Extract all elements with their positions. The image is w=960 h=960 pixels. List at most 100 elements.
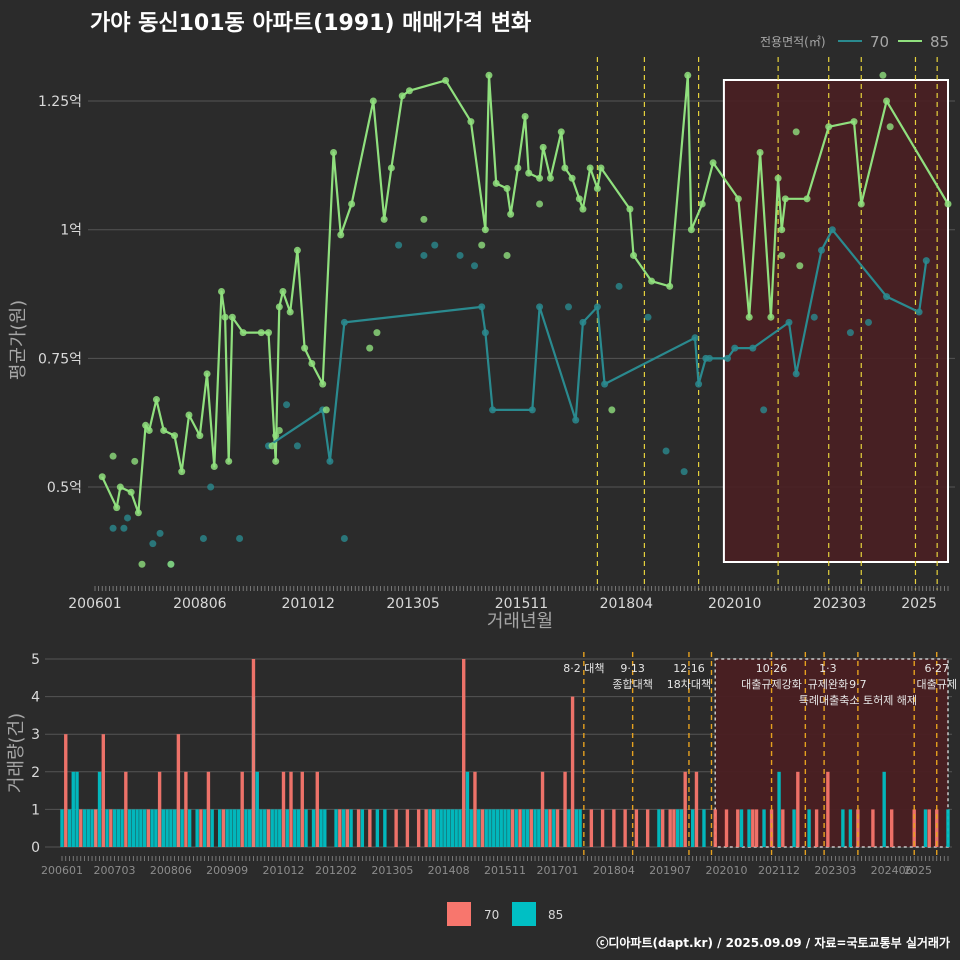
data-point-70 (883, 293, 891, 301)
data-point-70 (456, 251, 464, 259)
data-point-85 (478, 241, 486, 249)
bar-85 (477, 809, 481, 847)
bar-85 (60, 809, 64, 847)
data-point-85 (373, 329, 381, 337)
data-point-85 (239, 329, 247, 337)
top-series-lines (101, 74, 949, 514)
data-point-85 (561, 164, 569, 172)
policy-annotation: 9·7 (849, 678, 867, 691)
data-point-85 (586, 164, 594, 172)
data-point-85 (145, 426, 153, 434)
bar-85 (762, 809, 766, 847)
bar-70 (289, 771, 293, 847)
data-point-85 (178, 468, 186, 476)
bar-85 (311, 809, 316, 847)
data-point-70 (915, 308, 923, 316)
data-point-85 (218, 287, 226, 295)
data-point-85 (709, 159, 717, 167)
bar-70 (345, 809, 350, 847)
bar-85 (169, 809, 173, 847)
data-point-85 (275, 303, 283, 311)
bar-70 (529, 809, 533, 847)
bar-70 (683, 771, 687, 847)
data-point-85 (257, 329, 265, 337)
data-point-85 (514, 164, 522, 172)
bar-70 (668, 809, 672, 847)
bar-70 (473, 771, 477, 847)
data-point-85 (778, 251, 786, 259)
data-point-70 (199, 535, 207, 543)
bar-85 (676, 809, 680, 847)
bottom-x-tick-label: 202303 (814, 864, 856, 877)
data-point-85 (398, 92, 406, 100)
bar-85 (514, 809, 518, 847)
top-x-ticks: 200601 200806 201012 201305 201511 201804 2020… (68, 586, 949, 612)
bar-70 (221, 809, 226, 847)
bar-70 (600, 809, 605, 847)
data-point-70 (481, 329, 489, 337)
bar-70 (240, 771, 244, 847)
bar-85 (323, 809, 327, 847)
data-point-85 (221, 313, 229, 321)
bottom-x-tick-label: 200703 (94, 864, 136, 877)
data-point-85 (857, 200, 865, 208)
data-point-70 (293, 442, 301, 450)
bar-70 (672, 809, 676, 847)
data-point-70 (489, 406, 497, 414)
data-point-85 (796, 262, 804, 270)
data-point-85 (492, 179, 500, 187)
data-point-85 (279, 287, 287, 295)
data-point-85 (883, 97, 891, 105)
policy-annotation: 대출규제강화 (741, 678, 802, 691)
bar-85 (139, 809, 143, 847)
data-point-85 (275, 426, 283, 434)
chart-title: 가야 동신101동 아파트(1991) 매매가격 변화 (90, 11, 531, 36)
bar-70 (79, 809, 83, 847)
data-point-70 (572, 416, 580, 424)
bar-85 (375, 809, 380, 847)
bar-70 (814, 809, 819, 847)
data-point-70 (792, 370, 800, 378)
bottom-x-tick-label: 202010 (706, 864, 748, 877)
top-x-axis-label: 거래년월 (487, 611, 553, 632)
bottom-x-tick-label: 201701 (537, 864, 579, 877)
data-point-85 (886, 123, 894, 131)
bar-85 (484, 809, 488, 847)
bar-85 (112, 809, 117, 847)
bottom-x-tick-label: 2025 (904, 864, 932, 877)
bar-85 (259, 809, 263, 847)
data-point-70 (156, 529, 164, 537)
bar-85 (657, 809, 661, 847)
data-point-85 (774, 174, 782, 182)
bar-70 (424, 809, 428, 847)
bar-85 (341, 809, 346, 847)
bar-70 (101, 734, 105, 847)
data-point-70 (785, 318, 793, 326)
bar-85 (488, 809, 492, 847)
bar-70 (912, 809, 916, 847)
bar-85 (233, 809, 237, 847)
bottom-y-ticks: 0 1 2 3 4 5 (31, 652, 40, 856)
bar-70 (184, 771, 188, 847)
bar-85 (841, 809, 845, 847)
bottom-x-tick-label: 200909 (206, 864, 248, 877)
data-point-85 (536, 200, 544, 208)
bar-85 (75, 771, 79, 847)
bar-85 (465, 771, 470, 847)
data-point-70 (478, 303, 486, 311)
data-point-85 (648, 277, 656, 285)
bar-70 (109, 809, 113, 847)
policy-annotation: 종합대책 (612, 678, 652, 691)
legend-bottom-key-70 (447, 902, 471, 926)
data-point-70 (395, 241, 403, 249)
bar-70 (281, 771, 286, 847)
bar-85 (428, 809, 432, 847)
top-y-tick-label: 1억 (60, 223, 82, 239)
bar-85 (334, 809, 338, 847)
bar-85 (446, 809, 451, 847)
data-point-70 (662, 447, 670, 455)
data-point-85 (387, 164, 395, 172)
data-point-85 (756, 149, 764, 156)
data-point-85 (380, 215, 388, 223)
bar-70 (871, 809, 875, 847)
